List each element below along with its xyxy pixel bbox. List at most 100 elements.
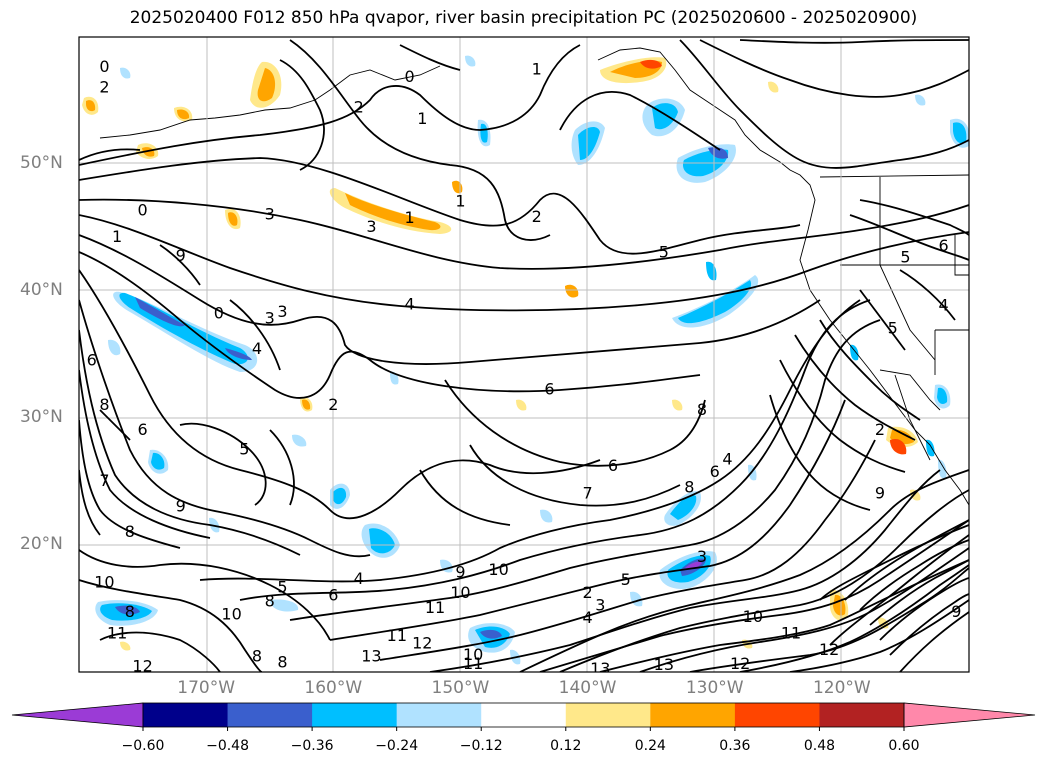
contour-label: 2 (328, 395, 338, 414)
colorbar-tick-label: −0.48 (206, 738, 249, 754)
colorbar-tick-label: −0.60 (121, 738, 165, 754)
colorbar-tick-label: 0.24 (634, 738, 666, 754)
contour-label: 3 (277, 302, 287, 321)
map-title: 2025020400 F012 850 hPa qvapor, river ba… (129, 8, 918, 28)
contour-label: 1 (404, 208, 414, 227)
map-frame (78, 36, 970, 673)
contour-label: 4 (938, 296, 948, 315)
colorbar-segment (819, 703, 905, 727)
contour-label: 11 (463, 654, 483, 673)
colorbar-tick-label: 0.60 (888, 738, 920, 754)
contour-label: 3 (265, 308, 275, 327)
colorbar-segment (143, 703, 229, 727)
contour-label: 6 (328, 585, 338, 604)
contour-label: 2 (354, 98, 364, 117)
contour-label: 7 (99, 471, 109, 490)
contour-label: 10 (450, 583, 470, 602)
colorbar-segment (227, 703, 313, 727)
contour-label: 8 (277, 653, 287, 672)
colorbar-tick-label: 0.12 (550, 738, 582, 754)
contour-label: 6 (608, 456, 618, 475)
contour-label: 2 (99, 77, 109, 96)
contour-label: 0 (137, 200, 147, 219)
colorbar-extend-high (903, 702, 1036, 728)
contour-label: 4 (722, 449, 732, 468)
contour-label: 8 (125, 602, 135, 621)
contour-label: 4 (354, 569, 364, 588)
contour-label: 5 (659, 242, 669, 261)
contour-label: 5 (239, 439, 249, 458)
contour-label: 6 (544, 380, 554, 399)
contour-label: 7 (582, 484, 592, 503)
colorbar-segment (650, 703, 736, 727)
contour-label: 8 (265, 592, 275, 611)
gridlines (79, 37, 969, 672)
colorbar-frame (142, 702, 905, 728)
contour-label: 9 (176, 496, 186, 515)
contour-label: 11 (781, 623, 801, 642)
contour-label: 1 (112, 227, 122, 246)
contour-label: 11 (387, 626, 407, 645)
contour-label: 4 (582, 608, 592, 627)
contour-label: 8 (697, 400, 707, 419)
contour-label: 3 (697, 547, 707, 566)
contour-label: 3 (366, 217, 376, 236)
lon-label: 160°W (304, 678, 363, 698)
contour-label: 13 (654, 655, 674, 674)
colorbar-extend-low (11, 702, 144, 728)
lon-label: 120°W (812, 678, 871, 698)
colorbar-tick-label: 0.36 (719, 738, 751, 754)
lat-label: 40°N (20, 280, 63, 300)
contour-label: 10 (94, 573, 114, 592)
contour-label: 10 (488, 560, 508, 579)
contour-label: 13 (590, 659, 610, 678)
lat-label: 50°N (20, 153, 63, 173)
colorbar-segment (734, 703, 820, 727)
colorbar-segment (565, 703, 651, 727)
lat-label: 30°N (20, 407, 63, 427)
qvapor-contours (79, 39, 969, 672)
contour-label: 4 (404, 294, 414, 313)
contour-label: 9 (455, 562, 465, 581)
lon-label: 140°W (558, 678, 617, 698)
contour-label: 12 (132, 656, 152, 675)
lon-label: 150°W (431, 678, 490, 698)
colorbar-tick-label: −0.24 (375, 738, 419, 754)
contour-label: 8 (99, 395, 109, 414)
contour-label: 11 (107, 623, 127, 642)
contour-label: 3 (265, 204, 275, 223)
contour-label: 1 (417, 109, 427, 128)
contour-label: 10 (463, 645, 483, 664)
lon-label: 130°W (685, 678, 744, 698)
contour-label: 1 (455, 192, 465, 211)
colorbar-tick-label: 0.48 (803, 738, 836, 754)
lon-label: 170°W (177, 678, 236, 698)
contour-label: 12 (412, 634, 432, 653)
colorbar-tick-label: −0.12 (459, 738, 503, 754)
contour-label: 4 (252, 339, 262, 358)
contour-label: 6 (938, 236, 948, 255)
contour-label: 0 (99, 57, 109, 76)
contour-label: 8 (252, 646, 262, 665)
colorbar-tick-label: −0.36 (290, 738, 334, 754)
contour-label: 10 (221, 604, 241, 623)
contour-label: 9 (176, 246, 186, 265)
contour-label: 13 (361, 646, 381, 665)
contour-label: 9 (951, 602, 961, 621)
contour-label: 8 (684, 477, 694, 496)
contour-label: 0 (214, 303, 224, 322)
contour-label: 8 (125, 522, 135, 541)
contour-label: 6 (87, 350, 97, 369)
contour-label: 6 (137, 420, 147, 439)
contour-label: 11 (425, 598, 445, 617)
contour-label: 12 (730, 654, 750, 673)
contour-label: 2 (875, 420, 885, 439)
contour-label: 5 (277, 578, 287, 597)
contour-label: 12 (819, 640, 839, 659)
contour-label: 9 (875, 484, 885, 503)
contour-label: 5 (900, 247, 910, 266)
contour-label: 2 (532, 207, 542, 226)
